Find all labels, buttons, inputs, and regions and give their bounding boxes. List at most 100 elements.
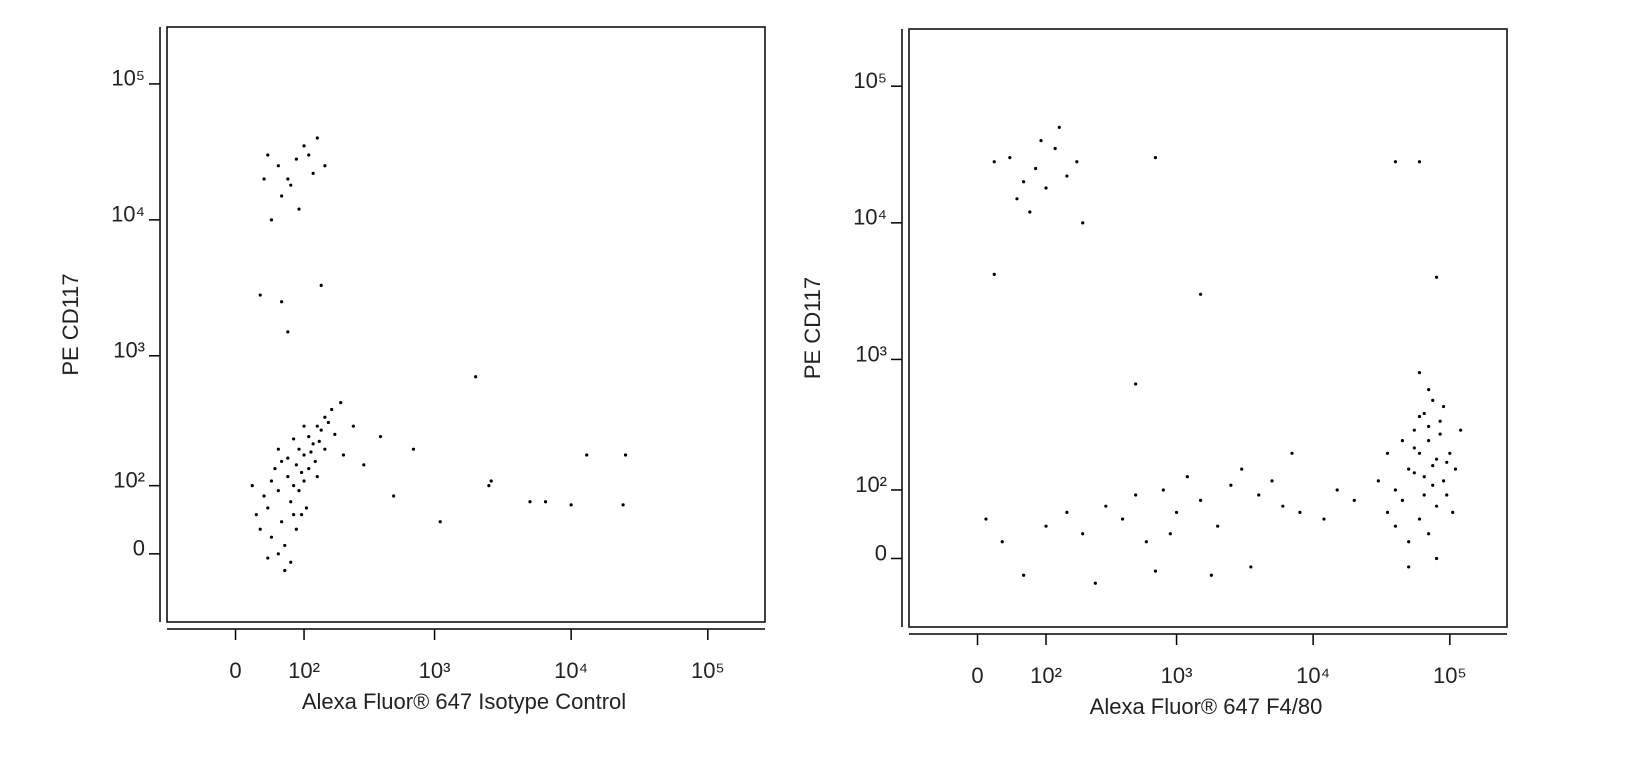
dot [992,272,996,276]
x-tick-label: 10⁴ [1296,663,1330,688]
dot [292,484,296,488]
dot [1015,197,1019,201]
dot [307,434,311,439]
dot [1451,510,1455,514]
dot [1198,292,1203,296]
dot [266,153,270,157]
dot [1104,504,1108,508]
dot [1438,432,1442,436]
dot-plot: 0 10² 10³ 10⁴ 10⁵ 0 10² 10³ 10⁴ 10⁵ Alexa Fluor® 6… [58,26,766,714]
dot [1185,475,1189,479]
dot [585,453,589,457]
dot [1257,493,1261,497]
dot [250,484,254,488]
dot [1431,464,1435,468]
dot [1022,573,1026,577]
dot [319,283,323,287]
dot [411,447,416,451]
dot [1422,475,1426,479]
dot [302,453,306,457]
dot [323,164,327,168]
y-axis-label: PE CD117 [58,273,83,375]
dot [311,442,315,446]
dot [1417,451,1422,455]
dot [489,479,493,483]
dot [276,447,280,451]
dot [1057,125,1061,129]
dot [1393,488,1398,492]
dot [1417,160,1422,164]
dot [1053,146,1057,151]
dot [254,512,258,517]
dot [1065,510,1069,514]
y-tick-label: 10⁴ [853,205,887,230]
dot [992,160,996,164]
dot [1249,565,1253,569]
dot [304,506,309,510]
dot [392,494,396,498]
dot [292,437,296,441]
dot [280,520,284,524]
x-tick-label: 10³ [419,658,451,683]
dot [1417,414,1422,419]
dot [280,194,284,198]
x-tick-label: 10² [288,658,320,683]
x-tick-label: 0 [229,658,241,683]
dot [1445,493,1449,497]
dot [1174,510,1179,514]
dot [1198,498,1203,502]
dot [1229,483,1233,487]
dot [543,500,548,504]
dot [302,479,306,483]
dot [1376,479,1380,483]
y-tick-label: 10² [855,472,887,497]
dot [528,500,532,504]
dot [1393,160,1398,164]
dot [1407,467,1411,471]
dot [1417,517,1422,521]
dot [474,375,478,379]
dot [297,489,301,493]
dot [309,450,313,454]
dot [289,500,293,504]
x-tick-label: 10⁵ [1433,663,1467,688]
dot [319,428,323,432]
x-tick-label: 10³ [1161,663,1193,688]
dot [315,136,319,140]
dot [262,177,266,181]
plot-frame [166,26,766,623]
dot [1144,540,1148,544]
y-tick-label: 10³ [855,341,887,366]
plot-frame [908,28,1508,628]
dot [1407,565,1411,569]
dot [1216,524,1220,528]
dot [280,459,284,464]
dot [283,568,287,573]
dot [330,407,334,412]
y-tick-label: 0 [875,540,887,565]
dot [1385,451,1390,455]
dot [294,157,298,161]
y-tick-label: 10³ [113,338,145,363]
dot [341,453,346,457]
dot [269,535,274,539]
dot [1008,156,1012,160]
dot [1441,479,1446,483]
dot [621,503,625,507]
dot [1209,573,1213,577]
dot [351,424,355,428]
x-axis-label: Alexa Fluor® 647 Isotype Control [302,689,626,714]
dot [323,447,327,451]
dot [362,463,366,467]
x-tick-label: 10⁵ [691,658,725,683]
dot [1422,411,1426,416]
dot [1417,371,1422,375]
dot [1161,488,1165,492]
dot [1407,540,1411,544]
dot [1075,160,1079,164]
dot [1431,398,1435,402]
dot [302,424,306,428]
dot [1081,532,1085,536]
dot [299,512,304,517]
